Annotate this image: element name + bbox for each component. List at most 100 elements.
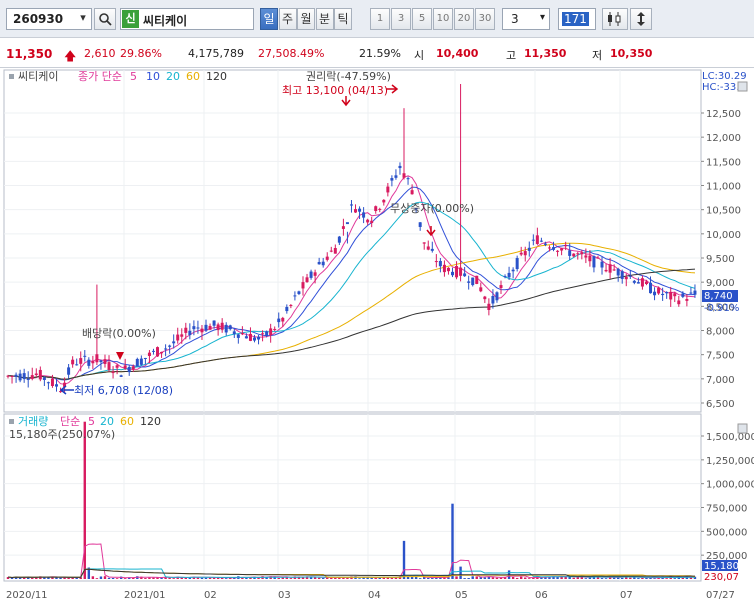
current-price-tag — [702, 290, 738, 302]
candle-body — [576, 253, 580, 255]
volume-title: 거래량 — [18, 415, 48, 428]
candle-body — [212, 320, 216, 326]
volume-bar — [140, 576, 143, 579]
volume-bar — [317, 577, 321, 579]
price-ma-title: 종가 단순 — [78, 70, 122, 83]
candle-body — [83, 355, 87, 357]
volume-bar — [71, 577, 74, 579]
candle-body — [539, 240, 543, 242]
vertical-resize-icon[interactable] — [630, 8, 652, 30]
period-tab-2[interactable]: 월 — [297, 8, 315, 30]
candle-body — [604, 269, 608, 272]
volume-bar — [596, 576, 600, 579]
period-tab-3[interactable]: 분 — [315, 8, 334, 30]
volume-bar — [168, 577, 171, 579]
candle-body — [333, 248, 337, 254]
code-dropdown-chevron-icon[interactable]: ▾ — [80, 11, 86, 24]
x-axis-label: 06 — [535, 590, 548, 601]
candle-body — [228, 325, 232, 330]
stock-name-field[interactable]: 신 씨티케이 — [120, 8, 254, 30]
candle-body — [257, 336, 261, 340]
volume-bar — [560, 576, 563, 579]
search-icon[interactable] — [94, 8, 116, 30]
volume-bar — [249, 577, 252, 579]
interval-button-5[interactable]: 5 — [412, 8, 432, 30]
volume-bar — [390, 577, 394, 579]
candle-body — [75, 364, 79, 366]
candle-body — [564, 244, 568, 247]
candle-body — [22, 373, 26, 380]
price-tick-label: 7,000 — [706, 375, 735, 386]
stock-code-input[interactable]: 260930 — [6, 8, 92, 30]
volume-bar — [67, 577, 70, 579]
candle-body — [358, 208, 362, 212]
interval-button-1[interactable]: 1 — [370, 8, 390, 30]
candle-type-icon[interactable] — [602, 8, 628, 30]
volume-bar — [621, 577, 624, 579]
up-arrow-icon: 🡅 — [64, 49, 77, 63]
volume-bar — [459, 566, 462, 579]
low-value: 10,350 — [610, 47, 653, 60]
volume-bar — [600, 578, 604, 579]
volume-bar — [229, 577, 232, 579]
pane-menu-icon[interactable] — [737, 81, 748, 92]
volume-bar — [83, 421, 86, 579]
volume-bar — [414, 576, 418, 579]
range-input[interactable]: 171 — [558, 8, 596, 30]
price-tick-label: 12,500 — [706, 109, 741, 120]
candle-body — [422, 242, 426, 244]
candle-body — [661, 293, 665, 296]
interval-button-3[interactable]: 3 — [391, 8, 411, 30]
volume-bar — [532, 577, 535, 579]
candle-body — [329, 250, 333, 252]
volume-pane-menu-icon[interactable] — [737, 423, 748, 434]
low-label: 저 — [592, 49, 603, 62]
candle-body — [442, 264, 446, 273]
price-pane-handle-icon[interactable] — [9, 74, 14, 79]
candle-body — [127, 366, 131, 373]
volume-bar — [6, 577, 10, 579]
volume-bar — [27, 577, 30, 579]
chart-area[interactable]: 6,500 7,000 7,500 8,000 8,500 9,000 9,500 10,00… — [0, 68, 754, 603]
volume-ma-line-120 — [7, 568, 695, 579]
candle-body — [406, 178, 410, 180]
interval-button-10[interactable]: 10 — [433, 8, 453, 30]
period-tab-0[interactable]: 일 — [260, 8, 278, 30]
volume-bar — [616, 576, 620, 579]
count-select[interactable]: 3 ▾ — [502, 8, 550, 30]
stock-chart[interactable]: 6,500 7,000 7,500 8,000 8,500 9,000 9,500 10,00… — [0, 68, 754, 603]
volume-bar — [625, 576, 628, 579]
volume-bar — [681, 577, 685, 579]
volume-bar — [245, 577, 248, 579]
candle-body — [644, 281, 648, 285]
price-change: 2,610 — [84, 47, 116, 60]
interval-button-30[interactable]: 30 — [475, 8, 495, 30]
volume-bar — [241, 577, 244, 579]
price-tick-label: 10,500 — [706, 206, 741, 217]
volume-bar — [301, 576, 305, 579]
interval-button-20[interactable]: 20 — [454, 8, 474, 30]
candle-body — [552, 247, 556, 250]
candle-body — [349, 204, 353, 206]
volume-bar — [200, 577, 204, 579]
price-pane-stock-label: 씨티케이 — [18, 70, 58, 83]
period-tab-4[interactable]: 틱 — [334, 8, 352, 30]
candle-body — [184, 327, 188, 333]
candle-body — [204, 324, 208, 331]
price-tick-label: 11,500 — [706, 157, 741, 168]
volume-bar — [99, 576, 103, 579]
period-tab-1[interactable]: 주 — [278, 8, 297, 30]
candle-body — [131, 366, 135, 370]
volume-bar — [75, 577, 78, 579]
volume-bar — [657, 577, 660, 579]
candle-body — [535, 235, 539, 244]
volume-bar — [362, 577, 365, 579]
volume-bar — [297, 576, 301, 579]
candle-body — [95, 354, 99, 363]
volume-pane-handle-icon[interactable] — [9, 419, 14, 424]
candle-body — [345, 222, 349, 225]
candle-body — [46, 382, 50, 384]
candle-body — [689, 292, 693, 294]
candle-body — [224, 324, 228, 333]
volume-bar — [313, 577, 317, 579]
